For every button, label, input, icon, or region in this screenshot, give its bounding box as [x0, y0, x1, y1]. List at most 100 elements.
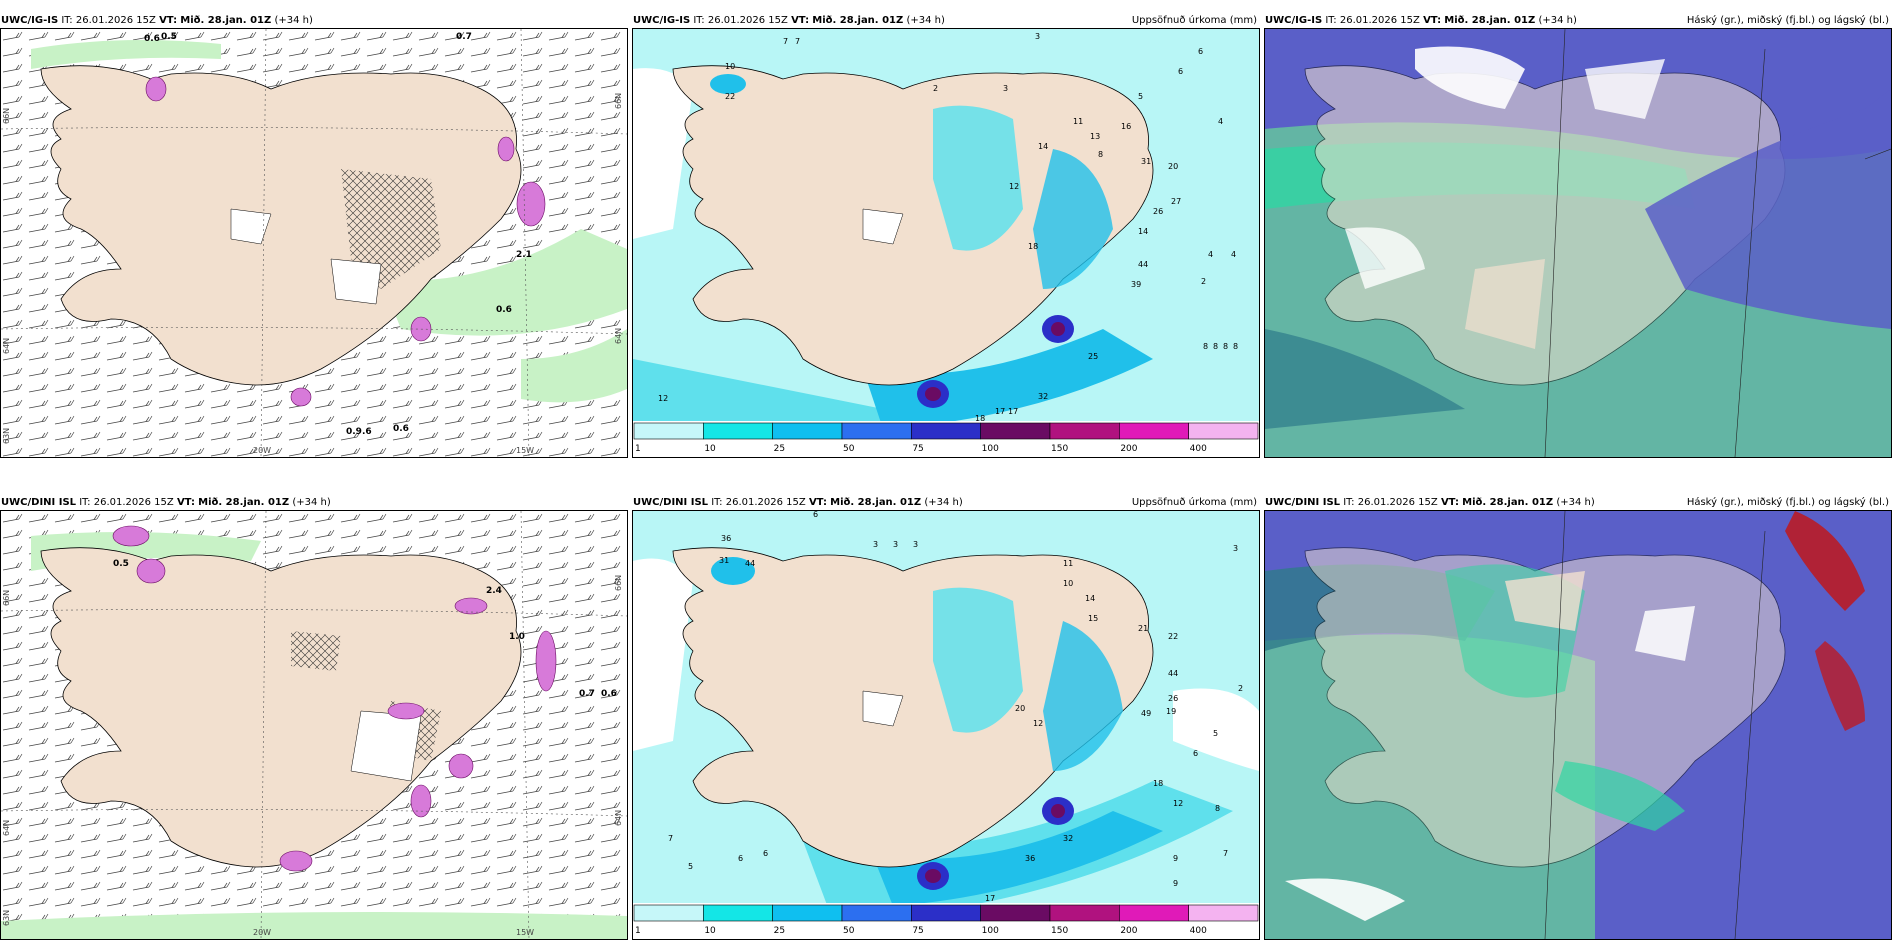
map-frame: 6 3 3 3 36 31 44 11 10 14 15 21 22 44 26… — [632, 510, 1260, 940]
precip-value: 8 — [1098, 150, 1103, 159]
precip-value: 13 — [1090, 132, 1100, 141]
precip-value: 2 — [933, 84, 938, 93]
map-label: 0.6 — [144, 34, 160, 44]
init-time: 26.01.2026 15Z — [707, 15, 788, 26]
precip-value: 4 — [1208, 250, 1213, 259]
precip-value: 6 — [1193, 749, 1198, 758]
colorbar-tick-label: 100 — [982, 444, 999, 454]
panel-title: UWC/IG-IS IT: 26.01.2026 15Z VT: Mið. 28… — [633, 14, 1259, 28]
init-time: 26.01.2026 15Z — [93, 497, 174, 508]
panel-bottom-middle: UWC/DINI ISL IT: 26.01.2026 15Z VT: Mið.… — [632, 492, 1260, 940]
panel-title: UWC/DINI ISL IT: 26.01.2026 15Z VT: Mið.… — [1, 496, 627, 510]
precip-value: 36 — [1025, 854, 1035, 863]
init-time: 26.01.2026 15Z — [1357, 497, 1438, 508]
colorbar-tick-label: 400 — [1190, 444, 1207, 454]
precip-value: 39 — [1131, 280, 1141, 289]
init-label: IT: — [79, 497, 91, 508]
model-name: UWC/DINI ISL — [633, 497, 709, 508]
precip-value: 8 — [1215, 804, 1220, 813]
precip-value: 3 — [873, 540, 878, 549]
init-label: IT: — [1343, 497, 1355, 508]
precip-value: 3 — [1003, 84, 1008, 93]
colorbar-tick-label: 50 — [843, 444, 855, 454]
map-frame: 0.6 0.5 0.7 0.6 0.9.6 0.6 2.1 66N 64N 63… — [0, 28, 628, 458]
precip-value: 21 — [1138, 624, 1148, 633]
lat-label: 66N — [614, 575, 623, 591]
precip-value: 15 — [1088, 614, 1098, 623]
precip-value: 11 — [1073, 117, 1083, 126]
colorbar-tick-label: 100 — [982, 926, 999, 936]
model-name: UWC/IG-IS — [633, 15, 691, 26]
lat-label: 63N — [2, 910, 11, 926]
precip-value: 14 — [1038, 142, 1048, 151]
precip-value: 27 — [1171, 197, 1181, 206]
map-label: 0.5 — [113, 559, 129, 569]
valid-time: Mið. 28.jan. 01Z — [830, 497, 922, 508]
valid-label: VT: — [808, 497, 827, 508]
precip-value: 5 — [688, 862, 693, 871]
colorbar-tick-label: 25 — [774, 926, 785, 936]
precip-value: 4 — [1231, 250, 1236, 259]
valid-time: Mið. 28.jan. 01Z — [1462, 497, 1554, 508]
lat-label: 63N — [2, 428, 11, 444]
colorbar-tick-label: 10 — [704, 926, 716, 936]
field-name: Háský (gr.), miðský (fj.bl.) og lágský (… — [1686, 497, 1889, 508]
precip-value: 16 — [1121, 122, 1131, 131]
panel-top-right: UWC/IG-IS IT: 26.01.2026 15Z VT: Mið. 28… — [1264, 10, 1892, 458]
colorbar-tick-label: 150 — [1051, 926, 1068, 936]
map-label: 2.4 — [486, 586, 502, 596]
colorbar-swatch — [633, 904, 704, 922]
panel-title: UWC/DINI ISL IT: 26.01.2026 15Z VT: Mið.… — [1265, 496, 1891, 510]
precip-value: 18 — [975, 414, 985, 423]
precip-value: 6 — [813, 511, 818, 519]
precip-value: 12 — [658, 394, 668, 403]
precip-value: 8 — [1233, 342, 1238, 351]
panel-bottom-right: UWC/DINI ISL IT: 26.01.2026 15Z VT: Mið.… — [1264, 492, 1892, 940]
precip-value: 44 — [1168, 669, 1178, 678]
map-label: 0.7 — [456, 32, 472, 42]
precip-value: 7 — [795, 37, 800, 46]
colorbar-swatch — [911, 422, 981, 440]
init-time: 26.01.2026 15Z — [75, 15, 156, 26]
map-label: 2.1 — [516, 250, 532, 260]
lead-time: (+34 h) — [274, 15, 313, 26]
precip-value: 9 — [1173, 879, 1178, 888]
field-name: Uppsöfnuð úrkoma (mm) — [1131, 15, 1257, 26]
colorbar-swatch — [841, 904, 912, 922]
init-label: IT: — [711, 497, 723, 508]
map-label: 0.9.6 — [346, 427, 372, 437]
precip-value: 12 — [1033, 719, 1043, 728]
colorbar-swatch — [633, 422, 704, 440]
lon-label: 20W — [253, 928, 271, 937]
model-name: UWC/IG-IS — [1, 15, 59, 26]
valid-time: Mið. 28.jan. 01Z — [812, 15, 904, 26]
lead-time: (+34 h) — [1556, 497, 1595, 508]
init-label: IT: — [1325, 15, 1337, 26]
map-label: 1.0 — [509, 632, 525, 642]
map-label: 0.7 — [579, 689, 595, 699]
colorbar-swatch — [1188, 904, 1259, 922]
precip-value: 5 — [1138, 92, 1143, 101]
map-label: 0.6 — [393, 424, 409, 434]
precip-value: 3 — [1035, 32, 1040, 41]
valid-time: Mið. 28.jan. 01Z — [180, 15, 272, 26]
model-name: UWC/DINI ISL — [1265, 497, 1341, 508]
colorbar-tick-label: 25 — [774, 444, 785, 454]
map-frame — [1264, 28, 1892, 458]
map-label: 0.6 — [601, 689, 617, 699]
colorbar: 1 10 25 50 75 100 150 200 400 — [633, 421, 1259, 457]
colorbar-swatch — [980, 904, 1051, 922]
precip-value: 3 — [893, 540, 898, 549]
precip-value: 2 — [1201, 277, 1206, 286]
precip-value: 7 — [668, 834, 673, 843]
precip-map: 10 7 7 2 3 3 5 6 6 4 12 18 22 14 11 8 13… — [633, 29, 1259, 457]
wind-map: 0.6 0.5 0.7 0.6 0.9.6 0.6 2.1 66N 64N 63… — [1, 29, 627, 457]
panel-title: UWC/DINI ISL IT: 26.01.2026 15Z VT: Mið.… — [633, 496, 1259, 510]
precip-value: 36 — [721, 534, 731, 543]
colorbar-swatch — [1049, 422, 1120, 440]
valid-label: VT: — [1440, 497, 1459, 508]
precip-value: 7 — [783, 37, 788, 46]
colorbar-swatch — [703, 904, 773, 922]
colorbar-tick-label: 1 — [635, 926, 641, 936]
colorbar-tick-label: 400 — [1190, 926, 1207, 936]
